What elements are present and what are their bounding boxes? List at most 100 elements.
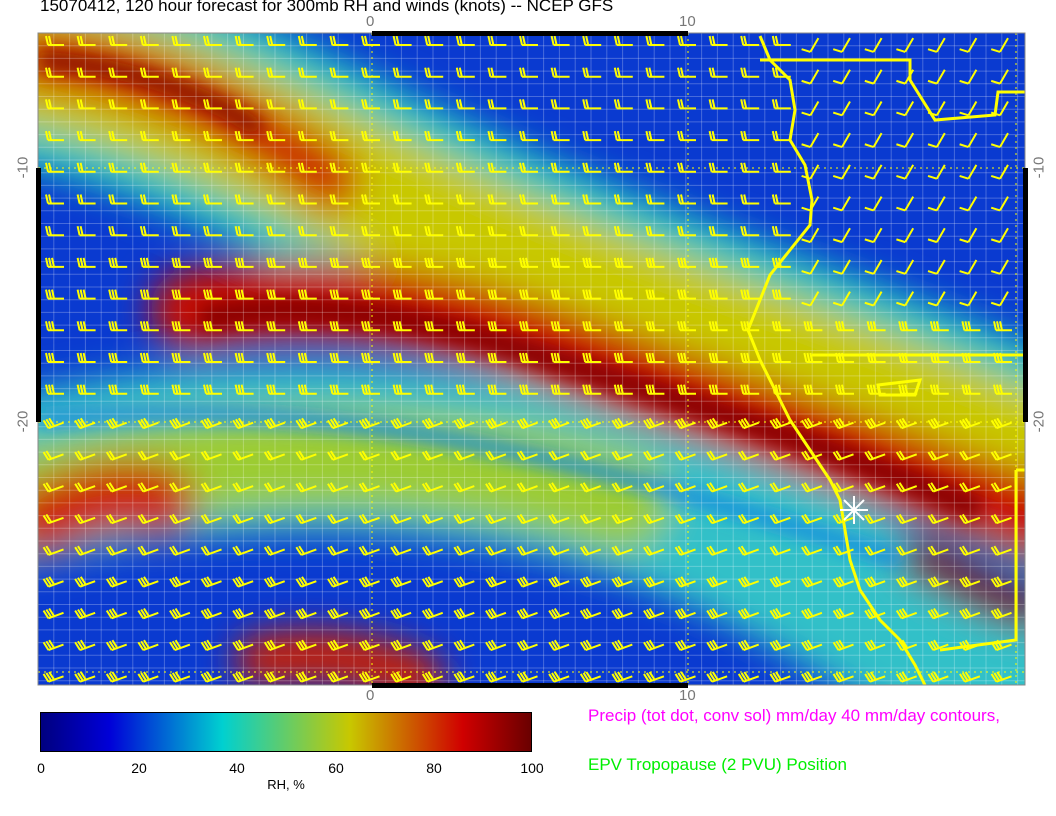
wind-barb [740,67,760,78]
wind-barb [708,257,728,268]
wind-barb [959,450,981,461]
wind-barb [42,607,64,620]
wind-barb [674,545,696,556]
wind-barb [108,35,128,46]
wind-barb [421,417,444,430]
wind-barb [327,482,349,493]
wind-barb [234,162,254,173]
wind-barb [234,352,254,363]
wind-barb [771,225,791,237]
wind-barb [832,450,854,461]
wind-barb [139,99,159,110]
wind-barb [801,37,820,53]
wind-barb [832,545,854,556]
wind-barb [453,513,475,525]
wind-barb [927,482,949,493]
wind-barb [548,639,570,651]
wind-barb [327,639,349,651]
wind-barb [959,513,981,525]
wind-barb [169,513,191,525]
precip-legend: Precip (tot dot, conv sol) mm/day 40 mm/… [588,706,1000,725]
wind-barb [993,321,1012,332]
wind-barb [706,417,728,430]
wind-barb [424,289,444,300]
wind-barb [76,384,96,395]
wind-barb [990,291,1009,307]
wind-barb [171,162,191,173]
wind-barb [424,35,444,46]
wind-barb [485,417,507,430]
wind-barb [613,321,633,332]
colorbar-tick: 20 [131,760,147,776]
wind-barb [295,607,317,620]
wind-barb [108,321,128,332]
wind-barb [737,450,760,461]
wind-barb [895,671,918,683]
wind-barb [550,384,570,395]
wind-barb [105,417,128,430]
wind-barb [424,67,444,78]
wind-barb [392,257,412,268]
wind-barb [74,607,96,620]
wind-barb [990,227,1009,244]
wind-barb [105,545,128,556]
wind-barb [550,67,570,78]
wind-barb [990,671,1012,683]
wind-barb [424,194,444,205]
wind-barb [927,291,946,307]
wind-barb [455,194,475,205]
wind-barb [42,417,64,430]
wind-barb [76,257,96,268]
wind-barb [801,482,823,493]
wind-barb [643,607,665,620]
wind-barb [200,482,222,493]
wind-barb [108,384,128,395]
wind-barb [769,607,791,620]
wind-barb [990,69,1009,85]
wind-barb [234,321,254,332]
wind-barb [801,227,820,244]
wind-barb [329,321,349,332]
wind-barb [487,384,507,395]
wind-barb [864,227,883,244]
wind-barb [487,162,507,173]
wind-barb [45,162,64,173]
wind-barb [929,384,949,395]
wind-barb [519,352,538,363]
wind-barb [835,352,854,363]
wind-barb [864,37,883,53]
wind-barb [519,35,538,46]
wind-barb [232,417,254,430]
wind-barb [200,545,222,556]
wind-barb [424,257,444,268]
wind-barb [137,545,159,556]
wind-barb [708,194,728,205]
wind-barb [263,450,286,461]
wind-barb [895,482,918,493]
y-tick-right-20: -20 [1030,410,1048,433]
wind-barb [832,196,851,212]
wind-barb [45,257,64,268]
wind-barb [801,100,820,117]
wind-barb [895,545,918,556]
wind-barb [516,545,538,556]
wind-barb [234,130,254,142]
wind-barb [361,130,380,142]
wind-barb [740,384,760,395]
tropopause-legend: EPV Tropopause (2 PVU) Position [588,755,847,774]
wind-barb [108,194,128,205]
wind-barb [582,67,602,78]
wind-barb [769,639,791,651]
wind-barb [421,513,444,525]
wind-barb [297,257,317,268]
wind-barb [864,196,883,212]
wind-barb [455,99,475,110]
wind-barb [361,194,380,205]
wind-barb [516,576,538,588]
wind-barb [959,671,981,683]
wind-barb [358,482,380,493]
wind-barb [171,384,191,395]
wind-barb [771,194,791,205]
wind-barb [582,35,602,46]
wind-barb [990,607,1012,620]
